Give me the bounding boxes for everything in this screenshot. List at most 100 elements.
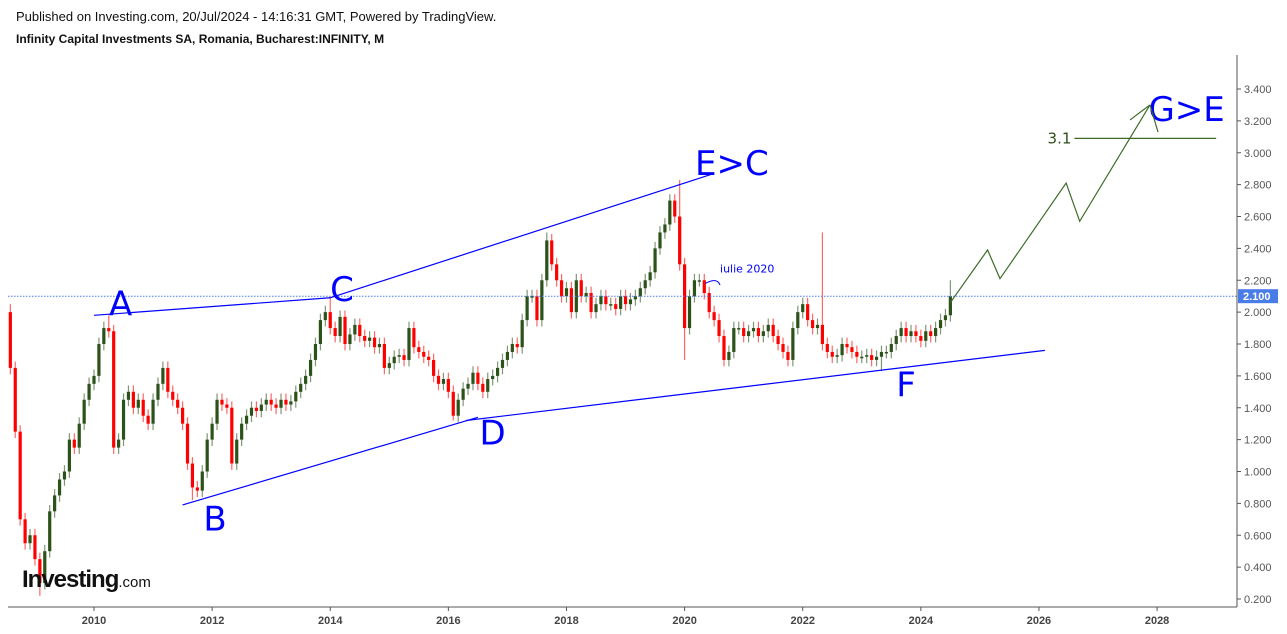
candle-body [914, 331, 918, 337]
candle-body [48, 511, 52, 552]
candle-body [830, 351, 834, 357]
candle-body [235, 439, 239, 464]
candle-body [500, 359, 505, 368]
candle-body [520, 320, 524, 348]
candle-body [343, 316, 347, 344]
candle-body [505, 351, 510, 360]
candle-body [161, 367, 165, 384]
candle-body [707, 293, 711, 313]
candle-body [190, 463, 195, 488]
candle-body [112, 331, 116, 448]
y-tick-label: 3.000 [1244, 148, 1272, 160]
candle-body [491, 375, 495, 380]
last-price-label: 2.100 [1243, 291, 1271, 303]
candle-body [638, 288, 642, 297]
trendline-A-C [93, 297, 331, 316]
candle-body [761, 331, 765, 337]
candle-body [387, 363, 391, 368]
candle-body [299, 383, 303, 392]
y-tick-label: 3.400 [1244, 84, 1272, 96]
candle-body [205, 439, 209, 472]
candle-body [441, 379, 446, 384]
candle-body [550, 240, 554, 265]
candle-body [407, 328, 411, 360]
x-tick-label: 2012 [200, 615, 224, 627]
candle-body [668, 200, 672, 225]
candle-body [742, 328, 746, 337]
candle-body [43, 551, 47, 584]
candle-body [658, 232, 662, 249]
candle-body [678, 216, 682, 265]
candle-body [427, 356, 431, 360]
candle-body [18, 431, 22, 520]
candle-body [535, 296, 539, 321]
wave-label: E>C [695, 144, 769, 184]
candle-body [82, 399, 86, 424]
candle-body [210, 423, 214, 440]
candle-body [692, 280, 697, 297]
candle-body [746, 331, 751, 337]
candle-body [584, 293, 588, 297]
candle-body [938, 320, 943, 329]
candle-body [894, 336, 898, 344]
candle-body [274, 404, 278, 408]
candle-body [107, 328, 111, 332]
candle-body [801, 304, 805, 313]
y-tick-label: 0.800 [1244, 498, 1272, 510]
candle-body [264, 399, 268, 405]
candle-body [673, 200, 677, 217]
candle-body [328, 312, 332, 329]
candle-body [904, 328, 908, 337]
axes: 0.200 0.400 0.600 0.800 1.000 1.200 1.400 1.600… [8, 55, 1278, 627]
candle-body [308, 359, 313, 376]
candle-body [943, 315, 948, 321]
x-tick-label: 2020 [672, 615, 696, 627]
candle-body [102, 328, 106, 344]
candle-body [722, 336, 726, 360]
candle-body [495, 367, 500, 376]
candle-body [628, 299, 633, 305]
candle-body [909, 331, 913, 337]
candle-body [8, 312, 12, 368]
candle-body [732, 328, 736, 352]
y-tick-label: 2.200 [1244, 275, 1272, 287]
candle-body [643, 280, 647, 289]
candle-body [540, 280, 544, 321]
candle-body [776, 336, 780, 344]
wave-label: C [330, 270, 354, 310]
candle-body [889, 344, 893, 352]
candle-body [727, 351, 731, 360]
candle-body [845, 344, 849, 348]
candle-body [879, 351, 884, 357]
candle-body [338, 316, 342, 337]
candle-body [215, 399, 219, 424]
candle-body [136, 399, 140, 408]
candle-body [840, 344, 844, 356]
candle-body [431, 359, 436, 376]
candle-body [948, 296, 952, 316]
candle-body [623, 296, 628, 305]
candle-body [614, 304, 618, 309]
x-tick-label: 2026 [1027, 615, 1051, 627]
candle-body [417, 347, 421, 352]
candle-body [594, 304, 598, 313]
candle-body [702, 280, 706, 293]
candle-body [663, 224, 667, 233]
candle-body [38, 559, 42, 584]
candle-body [791, 328, 795, 360]
candle-body [372, 337, 377, 348]
candle-body [653, 248, 657, 273]
candle-body [599, 296, 603, 305]
wave-label: D [480, 413, 506, 453]
y-tick-label: 1.600 [1244, 371, 1272, 383]
candle-body [284, 399, 288, 405]
candle-body [33, 535, 37, 560]
candle-body [313, 344, 318, 360]
candle-body [559, 280, 564, 297]
projection-path [949, 104, 1151, 303]
y-tick-label: 0.400 [1244, 562, 1272, 574]
trendline-C-E [330, 172, 715, 299]
candle-body [57, 479, 62, 496]
candle-body [683, 264, 687, 329]
